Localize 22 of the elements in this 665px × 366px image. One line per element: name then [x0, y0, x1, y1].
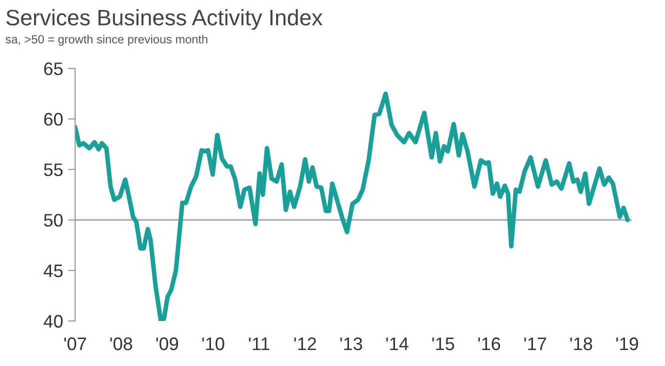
- x-tick-label: '16: [478, 337, 500, 350]
- y-tick-label: 65: [44, 62, 63, 76]
- x-tick-label: '18: [570, 337, 592, 350]
- y-tick-label: 60: [44, 112, 63, 126]
- chart-title: Services Business Activity Index: [6, 9, 322, 30]
- y-tick-label: 50: [44, 214, 63, 227]
- x-tick-label: '19: [616, 337, 638, 350]
- x-tick-label: '17: [524, 338, 546, 350]
- chart-subtitle: sa, >50 = growth since previous month: [6, 34, 208, 46]
- x-tick-label: '07: [64, 337, 86, 350]
- x-tick-label: '09: [156, 337, 178, 350]
- x-tick-label: '13: [340, 337, 362, 350]
- y-tick-label: 55: [44, 164, 63, 176]
- x-tick-label: '14: [386, 338, 408, 350]
- x-tick-label: '11: [248, 338, 270, 350]
- y-tick-label: 40: [44, 314, 63, 328]
- x-tick-label: '15: [432, 338, 454, 350]
- x-tick-label: '12: [294, 337, 316, 350]
- x-tick-label: '10: [202, 337, 224, 350]
- y-tick-label: 45: [44, 264, 63, 278]
- x-tick-label: '08: [110, 337, 132, 350]
- line-series: [75, 91, 630, 321]
